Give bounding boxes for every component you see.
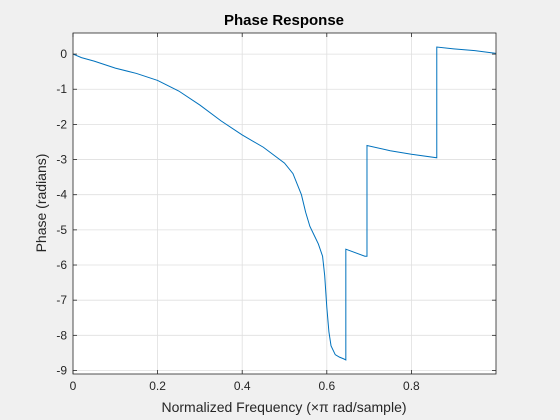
x-axis-label: Normalized Frequency (×π rad/sample) [161, 399, 406, 415]
x-tick-label: 0 [70, 379, 77, 393]
y-axis-ticks: 0 -1 -2 -3 -4 -5 -6 -7 -8 -9 [56, 47, 496, 377]
chart-title: Phase Response [224, 12, 344, 29]
x-axis-ticks: 0 0.2 0.4 0.6 0.8 [70, 33, 420, 393]
y-tick-label: -4 [56, 188, 67, 202]
y-tick-label: -2 [56, 117, 67, 131]
x-tick-label: 0.2 [149, 379, 166, 393]
y-tick-label: -9 [56, 363, 67, 377]
y-tick-label: -8 [56, 328, 67, 342]
y-tick-label: -1 [56, 82, 67, 96]
phase-series-line [72, 46, 497, 361]
x-tick-label: 0.8 [403, 379, 420, 393]
y-tick-label: -6 [56, 258, 67, 272]
y-tick-label: 0 [60, 47, 67, 61]
y-axis-label: Phase (radians) [33, 154, 49, 253]
x-tick-label: 0.4 [234, 379, 251, 393]
series-group [72, 46, 497, 361]
plot-frame [72, 32, 497, 375]
plot-area [73, 33, 496, 374]
y-tick-label: -5 [56, 223, 67, 237]
x-tick-label: 0.6 [318, 379, 335, 393]
y-tick-label: -7 [56, 293, 67, 307]
grid-lines [72, 33, 496, 374]
y-tick-label: -3 [56, 153, 67, 167]
